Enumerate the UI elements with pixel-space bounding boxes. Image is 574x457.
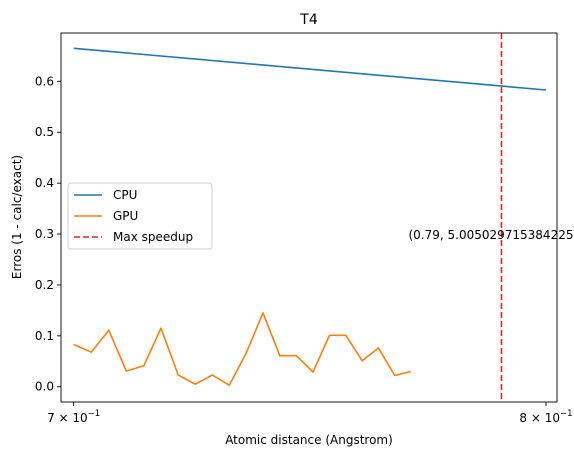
- y-axis-ticks: 0.0 0.1 0.2 0.3 0.4 0.5 0.6: [35, 74, 61, 394]
- legend-max-speedup-label: Max speedup: [113, 230, 193, 244]
- y-axis-label: Erros (1 - calc/exact): [10, 155, 24, 279]
- legend-gpu-label: GPU: [113, 209, 138, 223]
- series-line-cpu: [73, 47, 547, 91]
- y-tick-label: 0.0: [35, 380, 54, 394]
- legend-box: [67, 182, 213, 250]
- y-tick-label: 0.6: [35, 74, 54, 88]
- legend: CPU GPU Max speedup: [67, 182, 213, 250]
- x-tick-label: 8 × 10−1: [519, 409, 572, 425]
- x-tick-label: 7 × 10−1: [47, 409, 100, 425]
- y-tick-label: 0.4: [35, 176, 54, 190]
- x-axis-ticks: 7 × 10−1 8 × 10−1: [47, 402, 573, 425]
- x-axis-label: Atomic distance (Angstrom): [225, 433, 393, 447]
- series-layer: [73, 47, 547, 387]
- y-tick-label: 0.1: [35, 329, 54, 343]
- plot-frame: [60, 32, 558, 403]
- max-speedup-annotation: (0.79, 5.005029715384225): [408, 228, 574, 242]
- y-tick-label: 0.2: [35, 278, 54, 292]
- legend-cpu-label: CPU: [113, 188, 137, 202]
- chart-title: T4: [299, 12, 318, 28]
- y-tick-label: 0.3: [35, 227, 54, 241]
- y-tick-label: 0.5: [35, 125, 54, 139]
- series-line-gpu: [73, 312, 411, 387]
